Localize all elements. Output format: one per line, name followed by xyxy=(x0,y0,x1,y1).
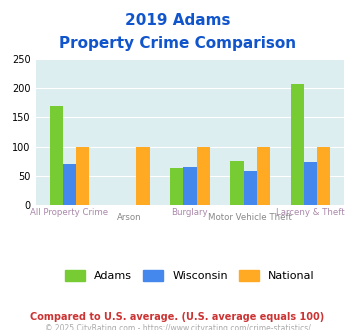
Text: Property Crime Comparison: Property Crime Comparison xyxy=(59,36,296,51)
Bar xyxy=(244,171,257,205)
Bar xyxy=(76,147,89,205)
Text: Larceny & Theft: Larceny & Theft xyxy=(276,208,345,217)
Bar xyxy=(136,147,149,205)
Text: Compared to U.S. average. (U.S. average equals 100): Compared to U.S. average. (U.S. average … xyxy=(31,312,324,322)
Text: © 2025 CityRating.com - https://www.cityrating.com/crime-statistics/: © 2025 CityRating.com - https://www.city… xyxy=(45,324,310,330)
Text: All Property Crime: All Property Crime xyxy=(31,208,109,217)
Bar xyxy=(304,162,317,205)
Bar xyxy=(50,106,63,205)
Bar xyxy=(197,147,210,205)
Bar xyxy=(317,147,330,205)
Bar xyxy=(257,147,270,205)
Bar xyxy=(290,84,304,205)
Text: Motor Vehicle Theft: Motor Vehicle Theft xyxy=(208,213,292,221)
Legend: Adams, Wisconsin, National: Adams, Wisconsin, National xyxy=(61,265,319,286)
Bar xyxy=(183,167,197,205)
Bar xyxy=(230,161,244,205)
Text: Arson: Arson xyxy=(118,213,142,221)
Bar xyxy=(170,168,183,205)
Text: Burglary: Burglary xyxy=(171,208,208,217)
Text: 2019 Adams: 2019 Adams xyxy=(125,13,230,28)
Bar xyxy=(63,164,76,205)
